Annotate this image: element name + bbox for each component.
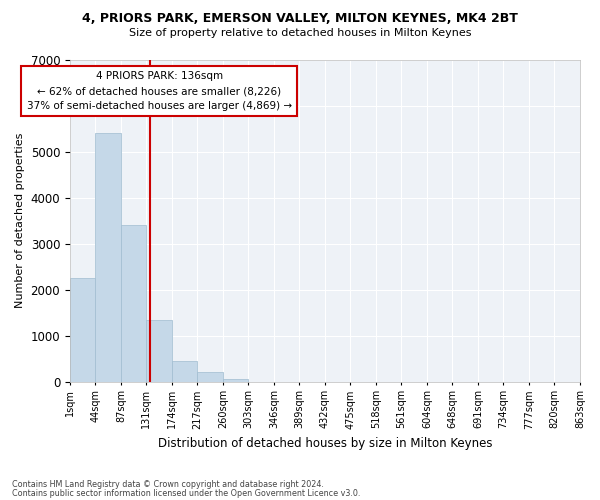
Text: Size of property relative to detached houses in Milton Keynes: Size of property relative to detached ho… (129, 28, 471, 38)
X-axis label: Distribution of detached houses by size in Milton Keynes: Distribution of detached houses by size … (158, 437, 492, 450)
Text: Contains HM Land Registry data © Crown copyright and database right 2024.: Contains HM Land Registry data © Crown c… (12, 480, 324, 489)
Bar (95, 134, 121, 382)
Text: 4 PRIORS PARK: 136sqm
← 62% of detached houses are smaller (8,226)
37% of semi-d: 4 PRIORS PARK: 136sqm ← 62% of detached … (26, 72, 292, 111)
Bar (197, 372, 223, 382)
Bar (172, 361, 197, 382)
Y-axis label: Number of detached properties: Number of detached properties (15, 133, 25, 308)
Bar (121, 226, 146, 382)
Bar (70, 278, 95, 382)
Bar (146, 320, 172, 382)
Text: Contains public sector information licensed under the Open Government Licence v3: Contains public sector information licen… (12, 488, 361, 498)
Bar (223, 379, 248, 382)
Text: 4, PRIORS PARK, EMERSON VALLEY, MILTON KEYNES, MK4 2BT: 4, PRIORS PARK, EMERSON VALLEY, MILTON K… (82, 12, 518, 26)
